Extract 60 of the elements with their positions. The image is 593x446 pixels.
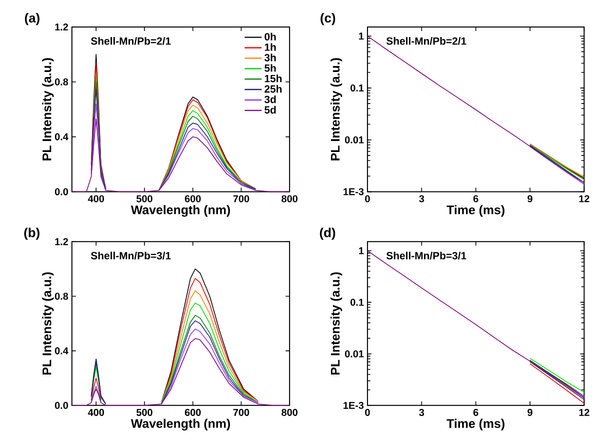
legend-label: 5d xyxy=(264,106,276,114)
legend-label: 25h xyxy=(264,84,282,93)
text: (b) xyxy=(24,228,40,240)
y-tick-label: 0.01 xyxy=(344,136,364,144)
x-tick-label: 400 xyxy=(88,408,104,416)
y-tick-label: 0.1 xyxy=(350,84,364,92)
x-tick-label: 700 xyxy=(233,195,250,202)
y-axis-title: PL Intensity (a.u.) xyxy=(42,272,54,374)
y-axis-title: PL Intensity (a.u.) xyxy=(330,58,342,160)
x-tick-label: 0 xyxy=(365,408,370,416)
y-tick-label: 1.2 xyxy=(55,238,68,245)
x-tick-label: 500 xyxy=(136,195,152,202)
y-tick-label: 0.0 xyxy=(54,402,68,409)
x-tick-label: 700 xyxy=(233,408,250,416)
annotation: Shell-Mn/Pb=2/1 xyxy=(386,36,466,45)
x-tick-label: 500 xyxy=(136,408,152,416)
y-tick-label: 0.8 xyxy=(54,78,68,86)
y-tick-label: 0.01 xyxy=(344,350,364,358)
x-tick-label: 6 xyxy=(473,195,478,202)
y-tick-label: 0.4 xyxy=(54,347,68,354)
y-axis-title: PL Intensity (a.u.) xyxy=(330,272,342,374)
annotation: Shell-Mn/Pb=3/1 xyxy=(386,252,466,260)
x-tick-label: 12 xyxy=(579,195,590,202)
annotation: Shell-Mn/Pb=2/1 xyxy=(90,36,171,45)
y-axis-title: PL Intensity (a.u.) xyxy=(42,58,54,160)
y-tick-label: 1 xyxy=(359,32,364,40)
x-tick-label: 0 xyxy=(365,195,370,202)
y-tick-label: 0.8 xyxy=(54,292,68,300)
x-tick-label: 800 xyxy=(282,195,298,202)
x-tick-label: 9 xyxy=(528,195,532,202)
y-tick-label: 0.0 xyxy=(54,188,68,196)
legend-label: 15h xyxy=(264,74,282,82)
x-tick-label: 3 xyxy=(419,195,424,202)
legend-label: 0h xyxy=(264,32,276,40)
legend-label: 5h xyxy=(264,64,276,72)
legend-label: 3h xyxy=(264,54,276,62)
y-tick-label: 1.2 xyxy=(55,23,68,30)
legend-label: 1h xyxy=(264,43,276,51)
legend-label: 3d xyxy=(264,95,276,103)
x-tick-label: 800 xyxy=(282,408,298,416)
x-axis-title: Wavelength (nm) xyxy=(130,204,230,217)
x-axis-title: Wavelength (nm) xyxy=(130,418,230,430)
x-axis-title: Time (ms) xyxy=(446,204,504,217)
text: (d) xyxy=(320,228,336,240)
y-tick-label: 1 xyxy=(359,247,364,254)
text: (c) xyxy=(320,12,336,25)
x-tick-label: 3 xyxy=(419,408,424,416)
y-tick-label: 1E-3 xyxy=(344,188,364,196)
annotation: Shell-Mn/Pb=3/1 xyxy=(90,252,171,260)
y-tick-label: 1E-3 xyxy=(344,402,364,409)
y-tick-label: 0.1 xyxy=(350,298,364,306)
x-tick-label: 600 xyxy=(184,195,201,202)
text: (a) xyxy=(24,12,40,25)
x-tick-label: 12 xyxy=(579,408,590,416)
x-tick-label: 9 xyxy=(528,408,532,416)
x-axis-title: Time (ms) xyxy=(446,418,504,430)
x-tick-label: 6 xyxy=(473,408,478,416)
x-tick-label: 400 xyxy=(88,195,104,202)
x-tick-label: 600 xyxy=(184,408,201,416)
y-tick-label: 0.4 xyxy=(54,133,68,140)
